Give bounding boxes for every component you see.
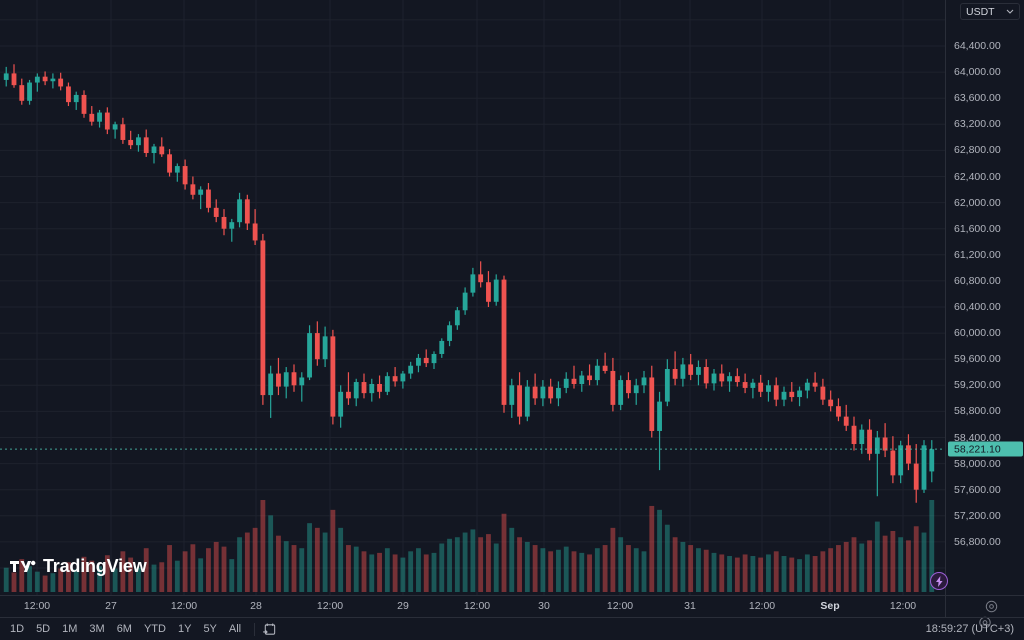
chevron-down-icon xyxy=(1006,9,1014,14)
time-tick: 12:00 xyxy=(170,600,198,612)
time-tick: Sep xyxy=(820,600,840,612)
bottom-toolbar: 1D 5D 1M 3M 6M YTD 1Y 5Y All 18:59:27 (UTC+3) xyxy=(0,617,1024,640)
time-scale-settings-icon[interactable] xyxy=(985,600,998,618)
period-button-1y[interactable]: 1Y xyxy=(177,623,192,635)
price-tick: 62,800.00 xyxy=(954,144,1001,157)
price-tick: 60,400.00 xyxy=(954,301,1001,313)
period-button-3m[interactable]: 3M xyxy=(89,623,105,635)
period-button-all[interactable]: All xyxy=(228,623,242,635)
tradingview-watermark: TradingView xyxy=(10,556,147,577)
time-tick: 12:00 xyxy=(748,600,776,612)
time-scale-divider xyxy=(945,596,946,618)
price-tick: 56,800.00 xyxy=(954,535,1001,548)
price-tick: 60,000.00 xyxy=(954,327,1001,340)
price-tick: 63,200.00 xyxy=(954,118,1001,131)
price-tick: 64,400.00 xyxy=(954,40,1001,52)
time-tick: 31 xyxy=(684,600,696,612)
price-scale[interactable]: 64,400.00 64,000.00 63,600.00 63,200.00 62,8… xyxy=(945,0,1024,595)
price-tick: 59,600.00 xyxy=(954,353,1001,366)
period-button-1d[interactable]: 1D xyxy=(10,623,25,635)
currency-selector[interactable]: USDT xyxy=(960,3,1020,20)
price-tick: 64,000.00 xyxy=(954,66,1001,79)
candlestick-svg xyxy=(0,0,945,595)
time-scale[interactable]: 12:00 27 12:00 28 12:00 29 12:00 30 12:00 31 12:00… xyxy=(0,595,1024,618)
watermark-text: TradingView xyxy=(43,556,147,576)
period-buttons: 1D 5D 1M 3M 6M YTD 1Y 5Y All xyxy=(4,621,247,637)
price-tick: 57,600.00 xyxy=(954,483,1001,496)
lightning-bolt-icon[interactable] xyxy=(930,572,948,590)
period-button-5d[interactable]: 5D xyxy=(36,623,51,635)
time-tick: 12:00 xyxy=(316,600,344,612)
chart-pane[interactable] xyxy=(0,0,945,595)
price-tick: 59,200.00 xyxy=(954,379,1001,392)
current-price-badge[interactable]: 58,221.10 xyxy=(948,441,1023,457)
toolbar-divider xyxy=(254,622,256,636)
go-to-date-icon[interactable] xyxy=(262,622,277,637)
price-tick: 58,800.00 xyxy=(954,405,1001,418)
period-button-1m[interactable]: 1M xyxy=(62,623,78,635)
price-tick: 60,800.00 xyxy=(954,274,1001,287)
period-button-6m[interactable]: 6M xyxy=(116,623,132,635)
price-tick: 61,200.00 xyxy=(954,248,1001,261)
period-button-ytd[interactable]: YTD xyxy=(143,623,166,635)
price-tick: 61,600.00 xyxy=(954,222,1001,235)
current-price-value: 58,221.10 xyxy=(954,443,1001,456)
clock-label: 18:59:27 (UTC+3) xyxy=(925,623,1014,635)
time-tick: 12:00 xyxy=(606,600,634,612)
time-tick: 12:00 xyxy=(463,600,491,612)
time-tick: 28 xyxy=(250,600,262,612)
price-tick: 58,000.00 xyxy=(954,457,1001,470)
price-tick: 58,400.00 xyxy=(954,431,1001,444)
tradingview-logo-icon xyxy=(10,560,36,572)
price-tick: 62,400.00 xyxy=(954,170,1001,183)
time-tick: 30 xyxy=(538,600,550,612)
time-tick: 29 xyxy=(397,600,409,612)
time-tick: 12:00 xyxy=(889,600,917,612)
price-tick: 62,000.00 xyxy=(954,196,1001,209)
currency-label: USDT xyxy=(966,5,995,18)
price-tick: 57,200.00 xyxy=(954,509,1001,522)
time-tick: 12:00 xyxy=(23,600,51,612)
price-tick: 63,600.00 xyxy=(954,92,1001,105)
period-button-5y[interactable]: 5Y xyxy=(203,623,217,635)
time-tick: 27 xyxy=(105,600,117,612)
